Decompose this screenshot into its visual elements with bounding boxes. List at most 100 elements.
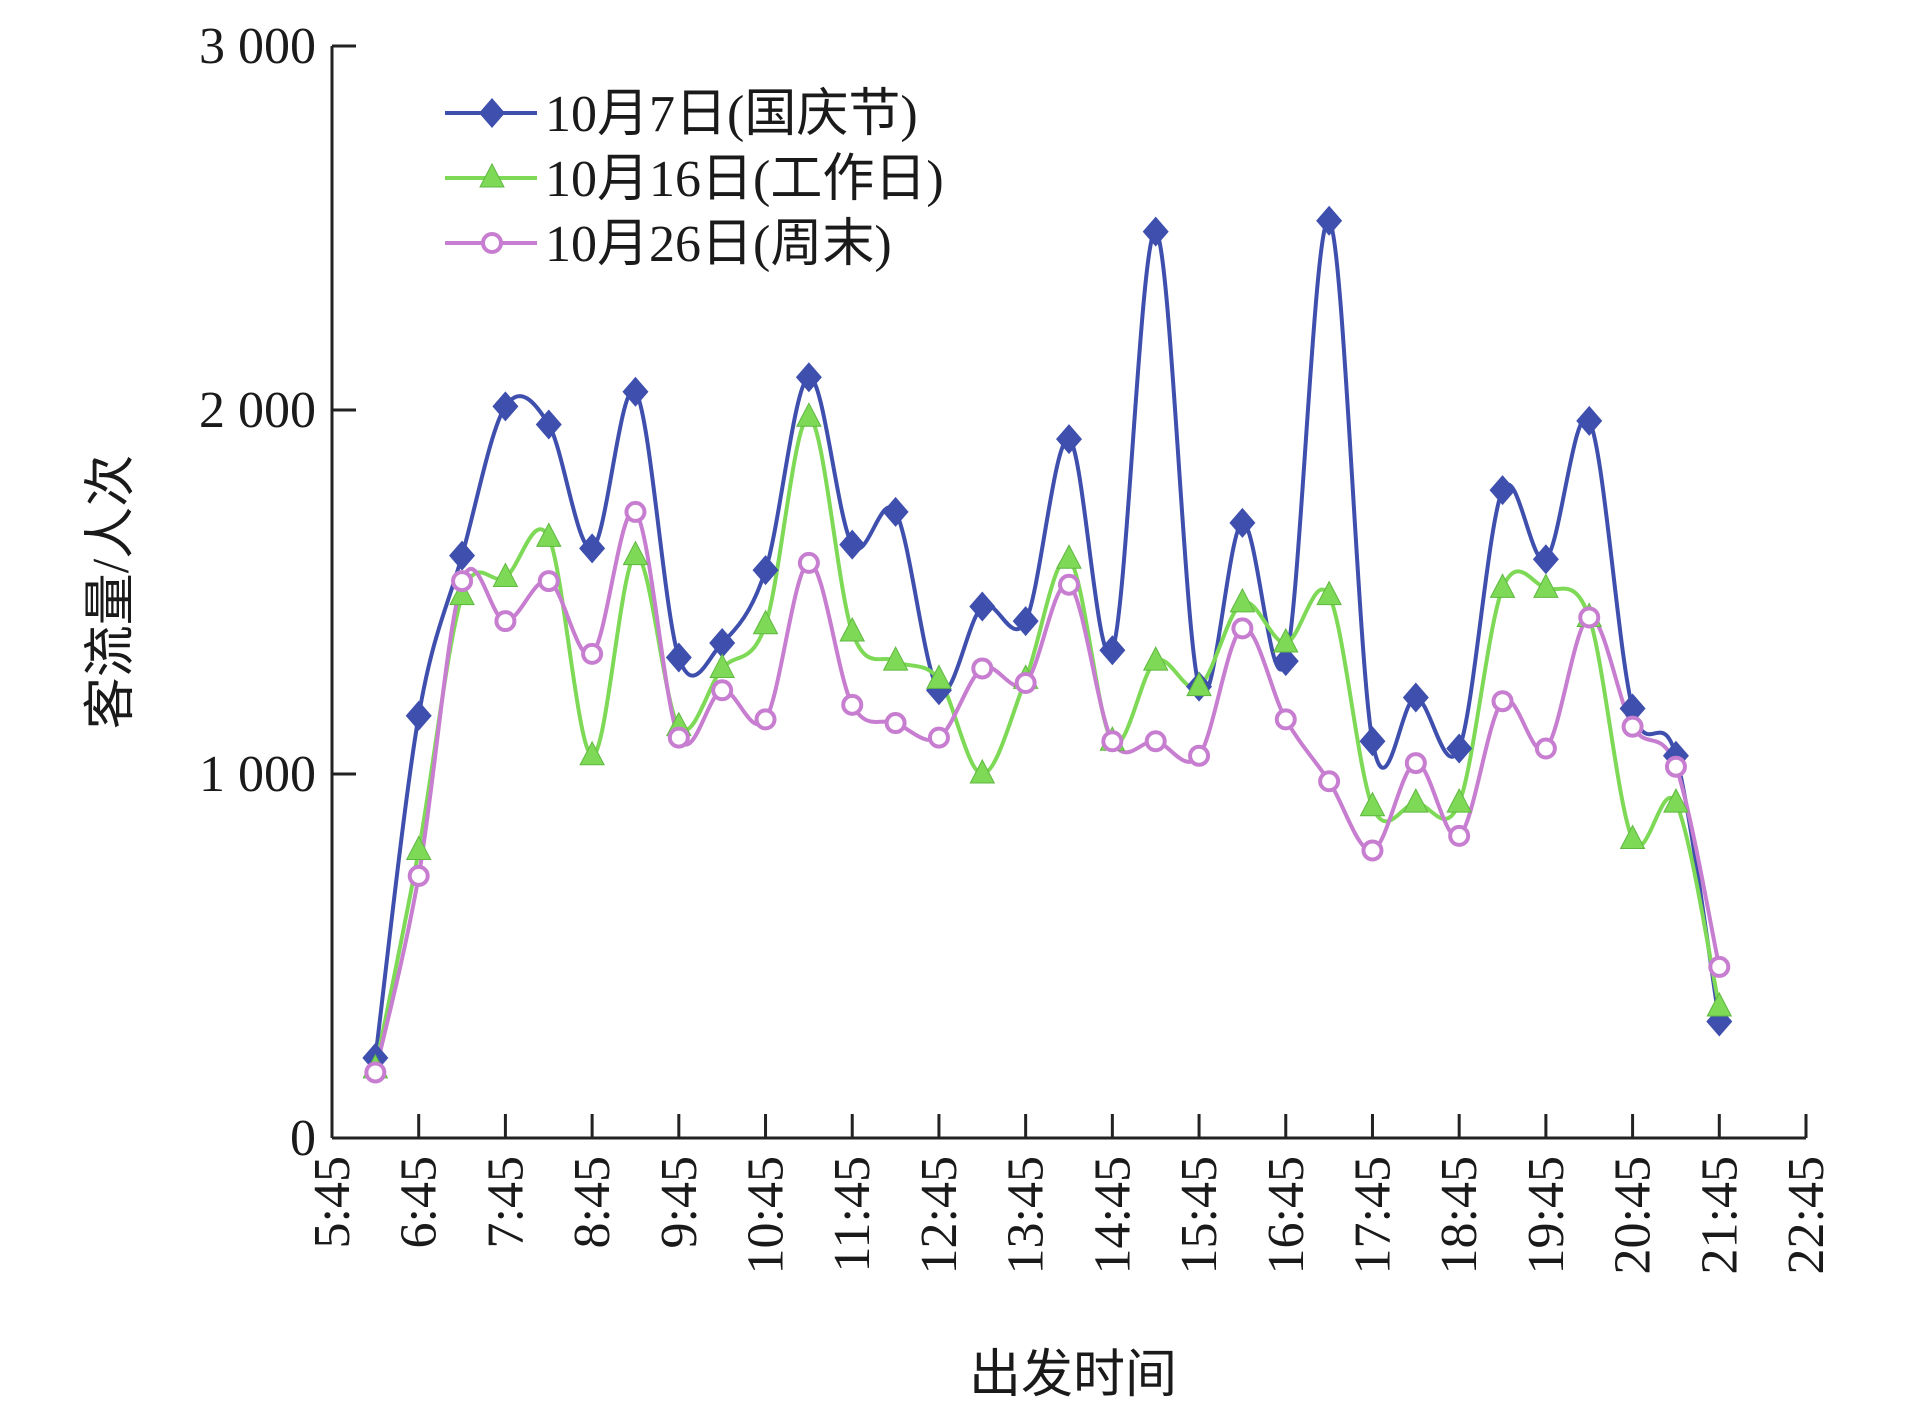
marker-triangle	[622, 540, 649, 566]
marker-diamond	[882, 496, 909, 527]
x-tick-label: 13:45	[998, 1156, 1055, 1274]
marker-triangle	[1533, 573, 1559, 598]
x-tick-label: 19:45	[1518, 1156, 1575, 1274]
marker-diamond	[1576, 405, 1603, 436]
marker-triangle	[535, 522, 562, 547]
marker-circle	[1664, 755, 1687, 778]
marker-diamond	[1446, 733, 1473, 764]
marker-triangle	[969, 758, 996, 784]
marker-triangle	[1402, 788, 1429, 813]
marker-triangle	[1446, 788, 1473, 813]
marker-circle	[624, 500, 647, 523]
marker-triangle	[449, 580, 475, 606]
marker-diamond	[405, 700, 432, 731]
x-tick-label: 8:45	[564, 1156, 621, 1248]
legend-label: 10月7日(国庆节)	[545, 86, 918, 143]
marker-diamond	[579, 533, 606, 564]
marker-circle	[927, 726, 950, 749]
marker-triangle	[709, 653, 736, 678]
marker-circle	[1578, 606, 1601, 629]
marker-circle	[1534, 737, 1557, 760]
marker-circle	[1404, 752, 1427, 775]
marker-triangle	[1272, 627, 1299, 653]
marker-circle	[407, 864, 430, 887]
y-tick-label: 3 000	[199, 18, 316, 75]
marker-circle	[884, 712, 907, 735]
x-tick-label: 7:45	[477, 1156, 534, 1248]
marker-diamond	[1359, 726, 1386, 757]
x-tick-label: 20:45	[1605, 1156, 1662, 1274]
x-tick-label: 15:45	[1171, 1156, 1228, 1274]
marker-circle	[1101, 730, 1124, 753]
marker-diamond	[622, 376, 649, 407]
marker-circle	[581, 642, 604, 665]
marker-triangle	[796, 402, 822, 427]
marker-circle	[711, 679, 734, 702]
x-tick-label: 6:45	[391, 1156, 448, 1248]
marker-diamond	[1099, 635, 1126, 666]
marker-circle	[1188, 744, 1211, 767]
marker-triangle	[579, 740, 605, 766]
x-tick-label: 5:45	[304, 1156, 361, 1248]
marker-circle	[451, 570, 474, 593]
marker-triangle	[1142, 646, 1169, 671]
marker-diamond	[1489, 475, 1516, 506]
x-tick-label: 17:45	[1344, 1156, 1401, 1274]
marker-diamond	[492, 391, 519, 422]
marker-diamond	[535, 409, 562, 440]
x-tick-label: 14:45	[1084, 1156, 1141, 1274]
marker-triangle	[1619, 824, 1646, 850]
y-axis-label: 客流量/人次	[83, 455, 140, 729]
marker-triangle	[1186, 671, 1212, 697]
y-tick-label: 0	[290, 1110, 316, 1167]
marker-circle	[1144, 730, 1167, 753]
marker-diamond	[839, 529, 866, 560]
marker-triangle	[1489, 573, 1516, 598]
marker-circle	[1708, 955, 1731, 978]
marker-circle	[841, 693, 864, 716]
marker-triangle	[882, 646, 909, 671]
series-line	[373, 218, 1722, 1059]
marker-circle	[364, 1061, 387, 1084]
marker-circle	[667, 726, 690, 749]
marker-circle	[1448, 824, 1471, 847]
marker-diamond	[1229, 507, 1256, 538]
marker-diamond	[449, 540, 476, 571]
marker-diamond	[665, 642, 692, 673]
marker-diamond	[1142, 216, 1169, 247]
marker-circle	[1491, 690, 1514, 713]
marker-diamond	[1402, 682, 1429, 713]
marker-triangle	[479, 162, 505, 188]
x-tick-label: 18:45	[1431, 1156, 1488, 1274]
x-tick-label: 10:45	[738, 1156, 795, 1274]
x-tick-label: 21:45	[1691, 1156, 1748, 1274]
marker-diamond	[709, 627, 736, 658]
marker-triangle	[752, 609, 779, 635]
marker-diamond	[1272, 646, 1299, 677]
marker-diamond	[1056, 424, 1082, 455]
marker-circle	[797, 551, 820, 574]
x-axis-label: 出发时间	[969, 1347, 1177, 1404]
marker-circle	[1058, 573, 1080, 596]
marker-circle	[1318, 770, 1341, 793]
marker-circle	[1361, 839, 1384, 862]
marker-diamond	[1012, 606, 1039, 637]
marker-diamond	[752, 555, 779, 586]
marker-circle	[481, 232, 503, 254]
marker-circle	[494, 610, 517, 633]
y-tick-label: 2 000	[199, 382, 316, 439]
marker-triangle	[926, 664, 952, 689]
marker-triangle	[1359, 791, 1386, 817]
marker-diamond	[1316, 205, 1343, 236]
y-tick-label: 1 000	[199, 746, 316, 803]
x-tick-label: 12:45	[911, 1156, 968, 1274]
legend-label: 10月16日(工作日)	[545, 151, 944, 208]
marker-circle	[971, 657, 994, 680]
marker-circle	[1231, 617, 1254, 640]
x-tick-label: 9:45	[651, 1156, 708, 1248]
marker-diamond	[479, 98, 505, 128]
x-tick-label: 11:45	[824, 1156, 881, 1273]
marker-triangle	[405, 835, 432, 860]
